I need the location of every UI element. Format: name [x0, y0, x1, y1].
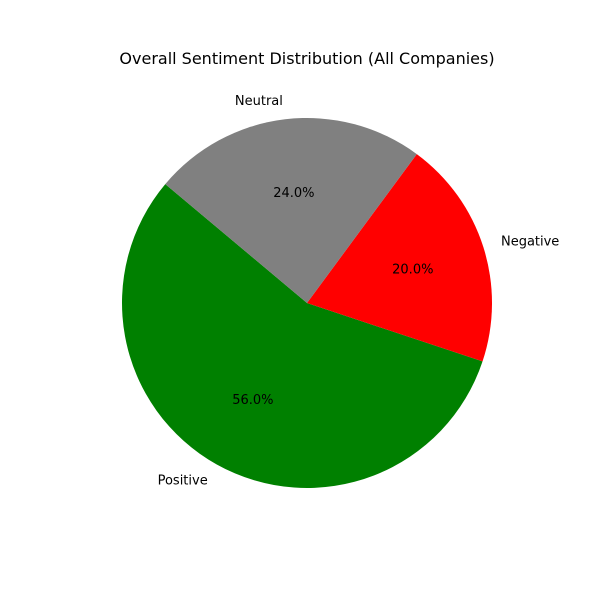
slice-label-negative: Negative — [501, 234, 559, 249]
pie-slices — [122, 118, 492, 488]
pct-label-neutral: 24.0% — [273, 186, 314, 201]
pie-slice-negative — [307, 154, 492, 362]
pie-slice-positive — [122, 184, 483, 488]
slice-label-neutral: Neutral — [235, 94, 283, 109]
chart-title: Overall Sentiment Distribution (All Comp… — [119, 49, 494, 68]
pct-label-positive: 56.0% — [232, 393, 273, 408]
slice-label-positive: Positive — [158, 474, 208, 489]
pie-labels: Positive 56.0% Negative 20.0% Neutral 24.0% — [158, 94, 560, 489]
pct-label-negative: 20.0% — [392, 262, 433, 277]
pie-slice-neutral — [165, 118, 417, 303]
